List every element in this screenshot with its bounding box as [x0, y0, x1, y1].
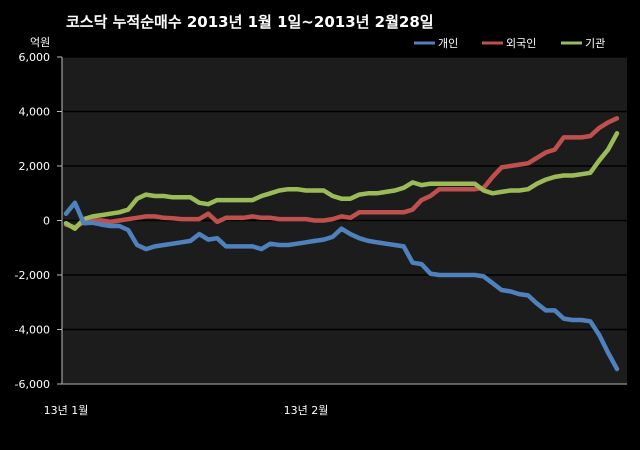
legend: 개인 외국인 기관 — [414, 37, 605, 50]
y-axis-ticks: 6,000 4,000 2,000 0 -2,000 -4,000 -6,000 — [15, 51, 627, 391]
y-axis-unit: 억원 — [30, 36, 50, 49]
y-tick-label: 6,000 — [19, 51, 51, 64]
y-tick-label: 2,000 — [19, 160, 51, 173]
legend-label: 외국인 — [506, 37, 536, 50]
legend-label: 개인 — [438, 37, 458, 50]
y-tick-label: -4,000 — [15, 324, 50, 337]
series-line-기관 — [63, 131, 620, 231]
legend-label: 기관 — [585, 37, 605, 50]
y-tick-label: -2,000 — [15, 269, 50, 282]
x-axis-ticks: 13년 1월 13년 2월 — [44, 404, 329, 417]
y-tick-label: 4,000 — [19, 106, 51, 119]
series-lines — [63, 116, 620, 372]
y-tick-label: 0 — [43, 215, 50, 228]
series-line-외국인 — [63, 116, 620, 230]
y-tick-label: -6,000 — [15, 378, 50, 391]
chart-title: 코스닥 누적순매수 2013년 1월 1일~2013년 2월28일 — [66, 13, 434, 31]
x-tick-label: 13년 2월 — [284, 404, 329, 417]
x-tick-label: 13년 1월 — [44, 404, 89, 417]
series-line-개인 — [63, 200, 620, 372]
